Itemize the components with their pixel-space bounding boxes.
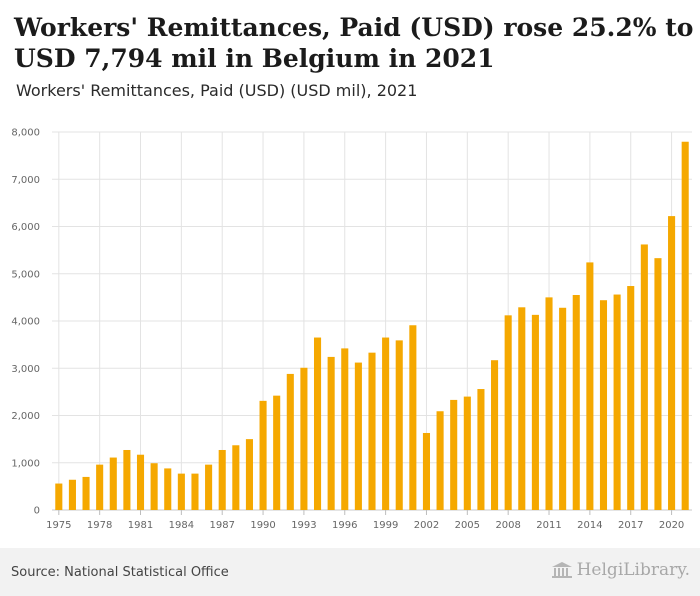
bar-1989[interactable]: [245, 439, 253, 510]
x-tick-label: 2017: [618, 520, 643, 531]
bar-2001[interactable]: [409, 325, 417, 510]
bar-2005[interactable]: [463, 396, 471, 510]
bar-2012[interactable]: [559, 307, 567, 510]
bar-2019[interactable]: [654, 258, 662, 510]
bar-1975[interactable]: [55, 483, 63, 510]
bar-1976[interactable]: [68, 479, 76, 510]
bar-1994[interactable]: [313, 337, 322, 510]
bar-1990[interactable]: [259, 400, 267, 510]
bar-1978[interactable]: [96, 464, 104, 510]
bar-2021[interactable]: [681, 141, 689, 510]
library-building-icon: [551, 562, 572, 578]
x-tick-label: 1981: [128, 520, 153, 531]
x-tick-label: 2002: [414, 520, 439, 531]
brand-name: HelgiLibrary.: [576, 560, 690, 580]
brand-logo[interactable]: HelgiLibrary.: [551, 560, 690, 580]
chart-subtitle: Workers' Remittances, Paid (USD) (USD mi…: [16, 81, 418, 100]
chart-footer: [0, 548, 700, 596]
bar-2015[interactable]: [599, 300, 608, 510]
bars: [55, 141, 689, 510]
bar-1999[interactable]: [382, 337, 390, 510]
bar-1979[interactable]: [109, 457, 117, 510]
x-tick-label: 1993: [291, 520, 316, 531]
bar-1977[interactable]: [82, 476, 90, 510]
bar-1997[interactable]: [354, 362, 362, 510]
bar-1996[interactable]: [341, 348, 349, 510]
x-tick-label: 1984: [169, 520, 194, 531]
bar-1998[interactable]: [368, 352, 376, 510]
y-tick-label: 2,000: [11, 411, 40, 422]
y-tick-label: 5,000: [11, 269, 40, 280]
bar-2013[interactable]: [572, 295, 580, 510]
source-note: Source: National Statistical Office: [11, 565, 229, 580]
x-tick-label: 2020: [659, 520, 684, 531]
bar-1988[interactable]: [232, 445, 240, 510]
bar-2018[interactable]: [640, 244, 648, 510]
bar-2011[interactable]: [545, 297, 553, 510]
bar-2016[interactable]: [613, 294, 621, 510]
y-tick-label: 8,000: [11, 128, 40, 139]
y-tick-label: 0: [34, 506, 40, 517]
chart-title: Workers' Remittances, Paid (USD) rose 25…: [14, 13, 694, 73]
bar-2000[interactable]: [395, 340, 403, 510]
y-tick-label: 4,000: [11, 317, 40, 328]
bar-2007[interactable]: [491, 360, 499, 510]
bar-2003[interactable]: [436, 411, 444, 510]
y-tick-label: 7,000: [11, 175, 40, 186]
bar-1981[interactable]: [136, 454, 145, 510]
bar-2009[interactable]: [518, 307, 526, 510]
bar-chart: 0 1,000 2,000 3,000 4,000 5,000 6,000 7,000 8,00…: [11, 128, 692, 532]
x-tick-label: 1990: [250, 520, 275, 531]
y-tick-label: 3,000: [11, 364, 40, 375]
x-tick-label: 1999: [373, 520, 398, 531]
bar-1992[interactable]: [286, 373, 294, 510]
y-tick-label: 1,000: [11, 458, 40, 469]
bar-2014[interactable]: [586, 262, 594, 510]
x-tick-label: 1996: [332, 520, 357, 531]
bar-1980[interactable]: [123, 449, 131, 510]
bar-1993[interactable]: [300, 367, 308, 510]
x-tick-label: 2014: [577, 520, 602, 531]
bar-1983[interactable]: [164, 468, 172, 510]
axes: 0 1,000 2,000 3,000 4,000 5,000 6,000 7,000 8,00…: [11, 128, 684, 532]
chart-header: Workers' Remittances, Paid (USD) rose 25…: [0, 0, 700, 112]
x-tick-label: 1987: [209, 520, 234, 531]
bar-1982[interactable]: [150, 463, 158, 510]
bar-2010[interactable]: [531, 314, 539, 510]
bar-1995[interactable]: [327, 356, 335, 510]
x-tick-label: 1978: [87, 520, 112, 531]
x-tick-label: 2008: [495, 520, 520, 531]
y-tick-label: 6,000: [11, 222, 40, 233]
bar-1985[interactable]: [191, 473, 199, 510]
bar-2008[interactable]: [504, 315, 512, 510]
bar-2002[interactable]: [422, 432, 431, 510]
x-tick-label: 1975: [46, 520, 71, 531]
bar-2006[interactable]: [477, 389, 485, 510]
bar-2004[interactable]: [450, 399, 458, 510]
bar-1987[interactable]: [218, 449, 226, 510]
bar-1986[interactable]: [205, 464, 213, 510]
x-tick-label: 2005: [455, 520, 480, 531]
bar-2020[interactable]: [668, 216, 676, 510]
bar-2017[interactable]: [627, 286, 635, 510]
bar-1991[interactable]: [273, 395, 281, 510]
bar-1984[interactable]: [177, 473, 185, 510]
x-tick-label: 2011: [536, 520, 561, 531]
